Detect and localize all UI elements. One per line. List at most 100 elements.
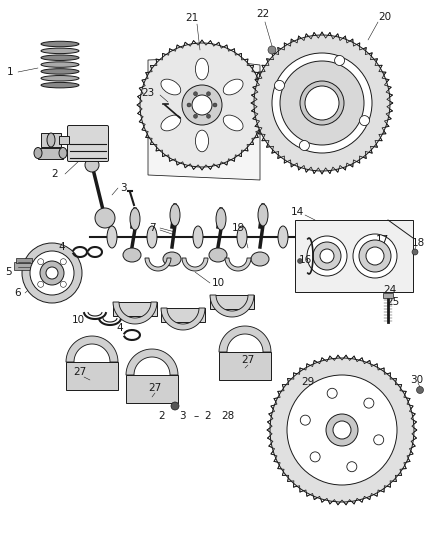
Text: 10: 10 xyxy=(71,315,85,325)
Circle shape xyxy=(347,462,357,472)
Text: 1: 1 xyxy=(7,67,13,77)
Circle shape xyxy=(353,234,397,278)
Circle shape xyxy=(95,208,115,228)
Circle shape xyxy=(187,103,191,107)
Bar xyxy=(38,148,63,159)
Polygon shape xyxy=(219,326,271,352)
Ellipse shape xyxy=(59,148,67,158)
Bar xyxy=(14,262,34,270)
Circle shape xyxy=(333,421,351,439)
Bar xyxy=(161,308,205,322)
Ellipse shape xyxy=(209,248,227,262)
Circle shape xyxy=(280,61,364,145)
Circle shape xyxy=(192,95,212,115)
Circle shape xyxy=(359,240,391,272)
Ellipse shape xyxy=(195,58,208,80)
Ellipse shape xyxy=(161,115,181,131)
Circle shape xyxy=(213,103,217,107)
Text: 7: 7 xyxy=(148,223,155,233)
Circle shape xyxy=(268,46,276,54)
Polygon shape xyxy=(126,349,178,375)
Circle shape xyxy=(60,259,66,265)
Text: 27: 27 xyxy=(241,355,254,365)
Text: 23: 23 xyxy=(141,88,155,98)
Circle shape xyxy=(206,114,211,118)
Bar xyxy=(126,375,178,403)
Circle shape xyxy=(60,281,66,287)
Ellipse shape xyxy=(41,41,79,47)
Circle shape xyxy=(313,242,341,270)
Ellipse shape xyxy=(251,252,269,266)
Ellipse shape xyxy=(41,48,79,54)
Text: 2: 2 xyxy=(159,411,165,421)
Polygon shape xyxy=(182,258,208,271)
Circle shape xyxy=(287,375,397,485)
Circle shape xyxy=(320,249,334,263)
Ellipse shape xyxy=(147,226,157,248)
Circle shape xyxy=(366,247,384,265)
Text: 2: 2 xyxy=(52,169,58,179)
Polygon shape xyxy=(225,258,251,271)
Circle shape xyxy=(326,414,358,446)
Text: 20: 20 xyxy=(378,12,392,22)
Circle shape xyxy=(310,452,320,462)
Circle shape xyxy=(38,281,44,287)
Circle shape xyxy=(194,92,198,96)
Text: 3: 3 xyxy=(120,183,126,193)
Text: 29: 29 xyxy=(301,377,314,387)
Text: 28: 28 xyxy=(221,411,235,421)
Ellipse shape xyxy=(123,248,141,262)
Text: 5: 5 xyxy=(5,267,11,277)
Text: –: – xyxy=(193,411,198,421)
Text: 16: 16 xyxy=(298,255,311,265)
Circle shape xyxy=(374,435,384,445)
Circle shape xyxy=(46,267,58,279)
Bar xyxy=(113,302,157,316)
Ellipse shape xyxy=(41,76,79,81)
Polygon shape xyxy=(148,58,260,180)
Circle shape xyxy=(360,116,370,126)
Text: 4: 4 xyxy=(59,242,65,252)
Bar xyxy=(59,136,69,144)
Bar xyxy=(210,295,254,309)
Bar xyxy=(41,133,61,147)
Circle shape xyxy=(182,85,222,125)
Circle shape xyxy=(305,86,339,120)
Circle shape xyxy=(22,243,82,303)
Ellipse shape xyxy=(41,69,79,74)
Ellipse shape xyxy=(258,204,268,226)
Ellipse shape xyxy=(41,83,79,88)
Text: 6: 6 xyxy=(15,288,21,298)
Circle shape xyxy=(206,92,211,96)
Circle shape xyxy=(300,415,310,425)
FancyBboxPatch shape xyxy=(67,125,109,161)
Text: 4: 4 xyxy=(117,323,124,333)
Ellipse shape xyxy=(216,208,226,230)
Ellipse shape xyxy=(237,226,247,248)
Text: 15: 15 xyxy=(323,248,337,258)
Text: 25: 25 xyxy=(386,297,399,307)
Text: 30: 30 xyxy=(410,375,424,385)
Bar xyxy=(66,362,118,390)
Polygon shape xyxy=(113,302,157,324)
Circle shape xyxy=(307,236,347,276)
Text: 27: 27 xyxy=(148,383,162,393)
Circle shape xyxy=(254,35,390,171)
Ellipse shape xyxy=(223,79,243,95)
Ellipse shape xyxy=(34,148,42,158)
Ellipse shape xyxy=(223,115,243,131)
Text: 24: 24 xyxy=(383,285,397,295)
Ellipse shape xyxy=(41,62,79,67)
Text: 2: 2 xyxy=(205,411,211,421)
Polygon shape xyxy=(145,258,171,271)
Text: 3: 3 xyxy=(179,411,185,421)
Ellipse shape xyxy=(193,226,203,248)
Bar xyxy=(16,258,32,263)
Circle shape xyxy=(140,43,264,167)
Ellipse shape xyxy=(107,226,117,248)
Circle shape xyxy=(272,53,372,153)
Circle shape xyxy=(40,261,64,285)
Polygon shape xyxy=(161,308,205,330)
Circle shape xyxy=(30,251,74,295)
Ellipse shape xyxy=(195,130,208,152)
